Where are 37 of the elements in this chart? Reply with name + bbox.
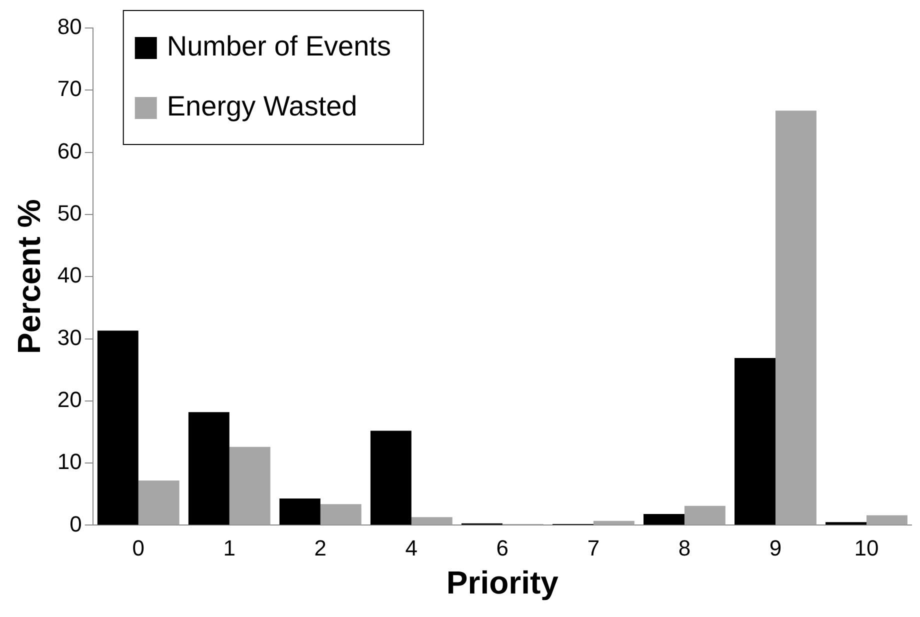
y-tick-label: 30 bbox=[57, 324, 82, 350]
x-tick-label: 9 bbox=[769, 535, 782, 560]
bar bbox=[644, 514, 684, 525]
x-tick-label: 6 bbox=[496, 535, 509, 560]
x-tick-label: 4 bbox=[405, 535, 418, 560]
bar bbox=[826, 522, 866, 525]
bar bbox=[229, 446, 270, 525]
bar bbox=[866, 515, 908, 525]
bar bbox=[593, 520, 634, 525]
y-tick-label: 80 bbox=[57, 14, 82, 40]
y-tick-label: 70 bbox=[57, 76, 82, 102]
x-axis-title: Priority bbox=[446, 564, 559, 601]
bar bbox=[370, 430, 412, 525]
bar bbox=[188, 412, 230, 525]
bar bbox=[279, 498, 320, 525]
y-tick-label: 50 bbox=[57, 200, 82, 226]
bar bbox=[734, 358, 776, 525]
x-tick-label: 2 bbox=[314, 535, 327, 560]
legend-label: Energy Wasted bbox=[166, 90, 358, 122]
bar bbox=[411, 517, 452, 525]
y-axis-title: Percent % bbox=[11, 199, 48, 354]
y-tick-label: 60 bbox=[57, 138, 82, 164]
y-tick-label: 40 bbox=[57, 262, 82, 288]
bar bbox=[684, 506, 726, 525]
y-tick-label: 10 bbox=[57, 449, 82, 474]
x-tick-label: 10 bbox=[854, 535, 879, 560]
x-tick-label: 0 bbox=[132, 535, 145, 560]
y-tick-label: 20 bbox=[57, 386, 82, 412]
bar bbox=[775, 110, 816, 525]
bar bbox=[138, 480, 180, 525]
x-tick-label: 8 bbox=[678, 535, 691, 560]
bar bbox=[320, 504, 362, 525]
y-tick-label: 0 bbox=[70, 511, 82, 536]
legend-label: Number of Events bbox=[166, 30, 391, 62]
bar bbox=[97, 330, 138, 525]
x-tick-label: 7 bbox=[587, 535, 600, 560]
x-tick-label: 1 bbox=[223, 535, 236, 560]
